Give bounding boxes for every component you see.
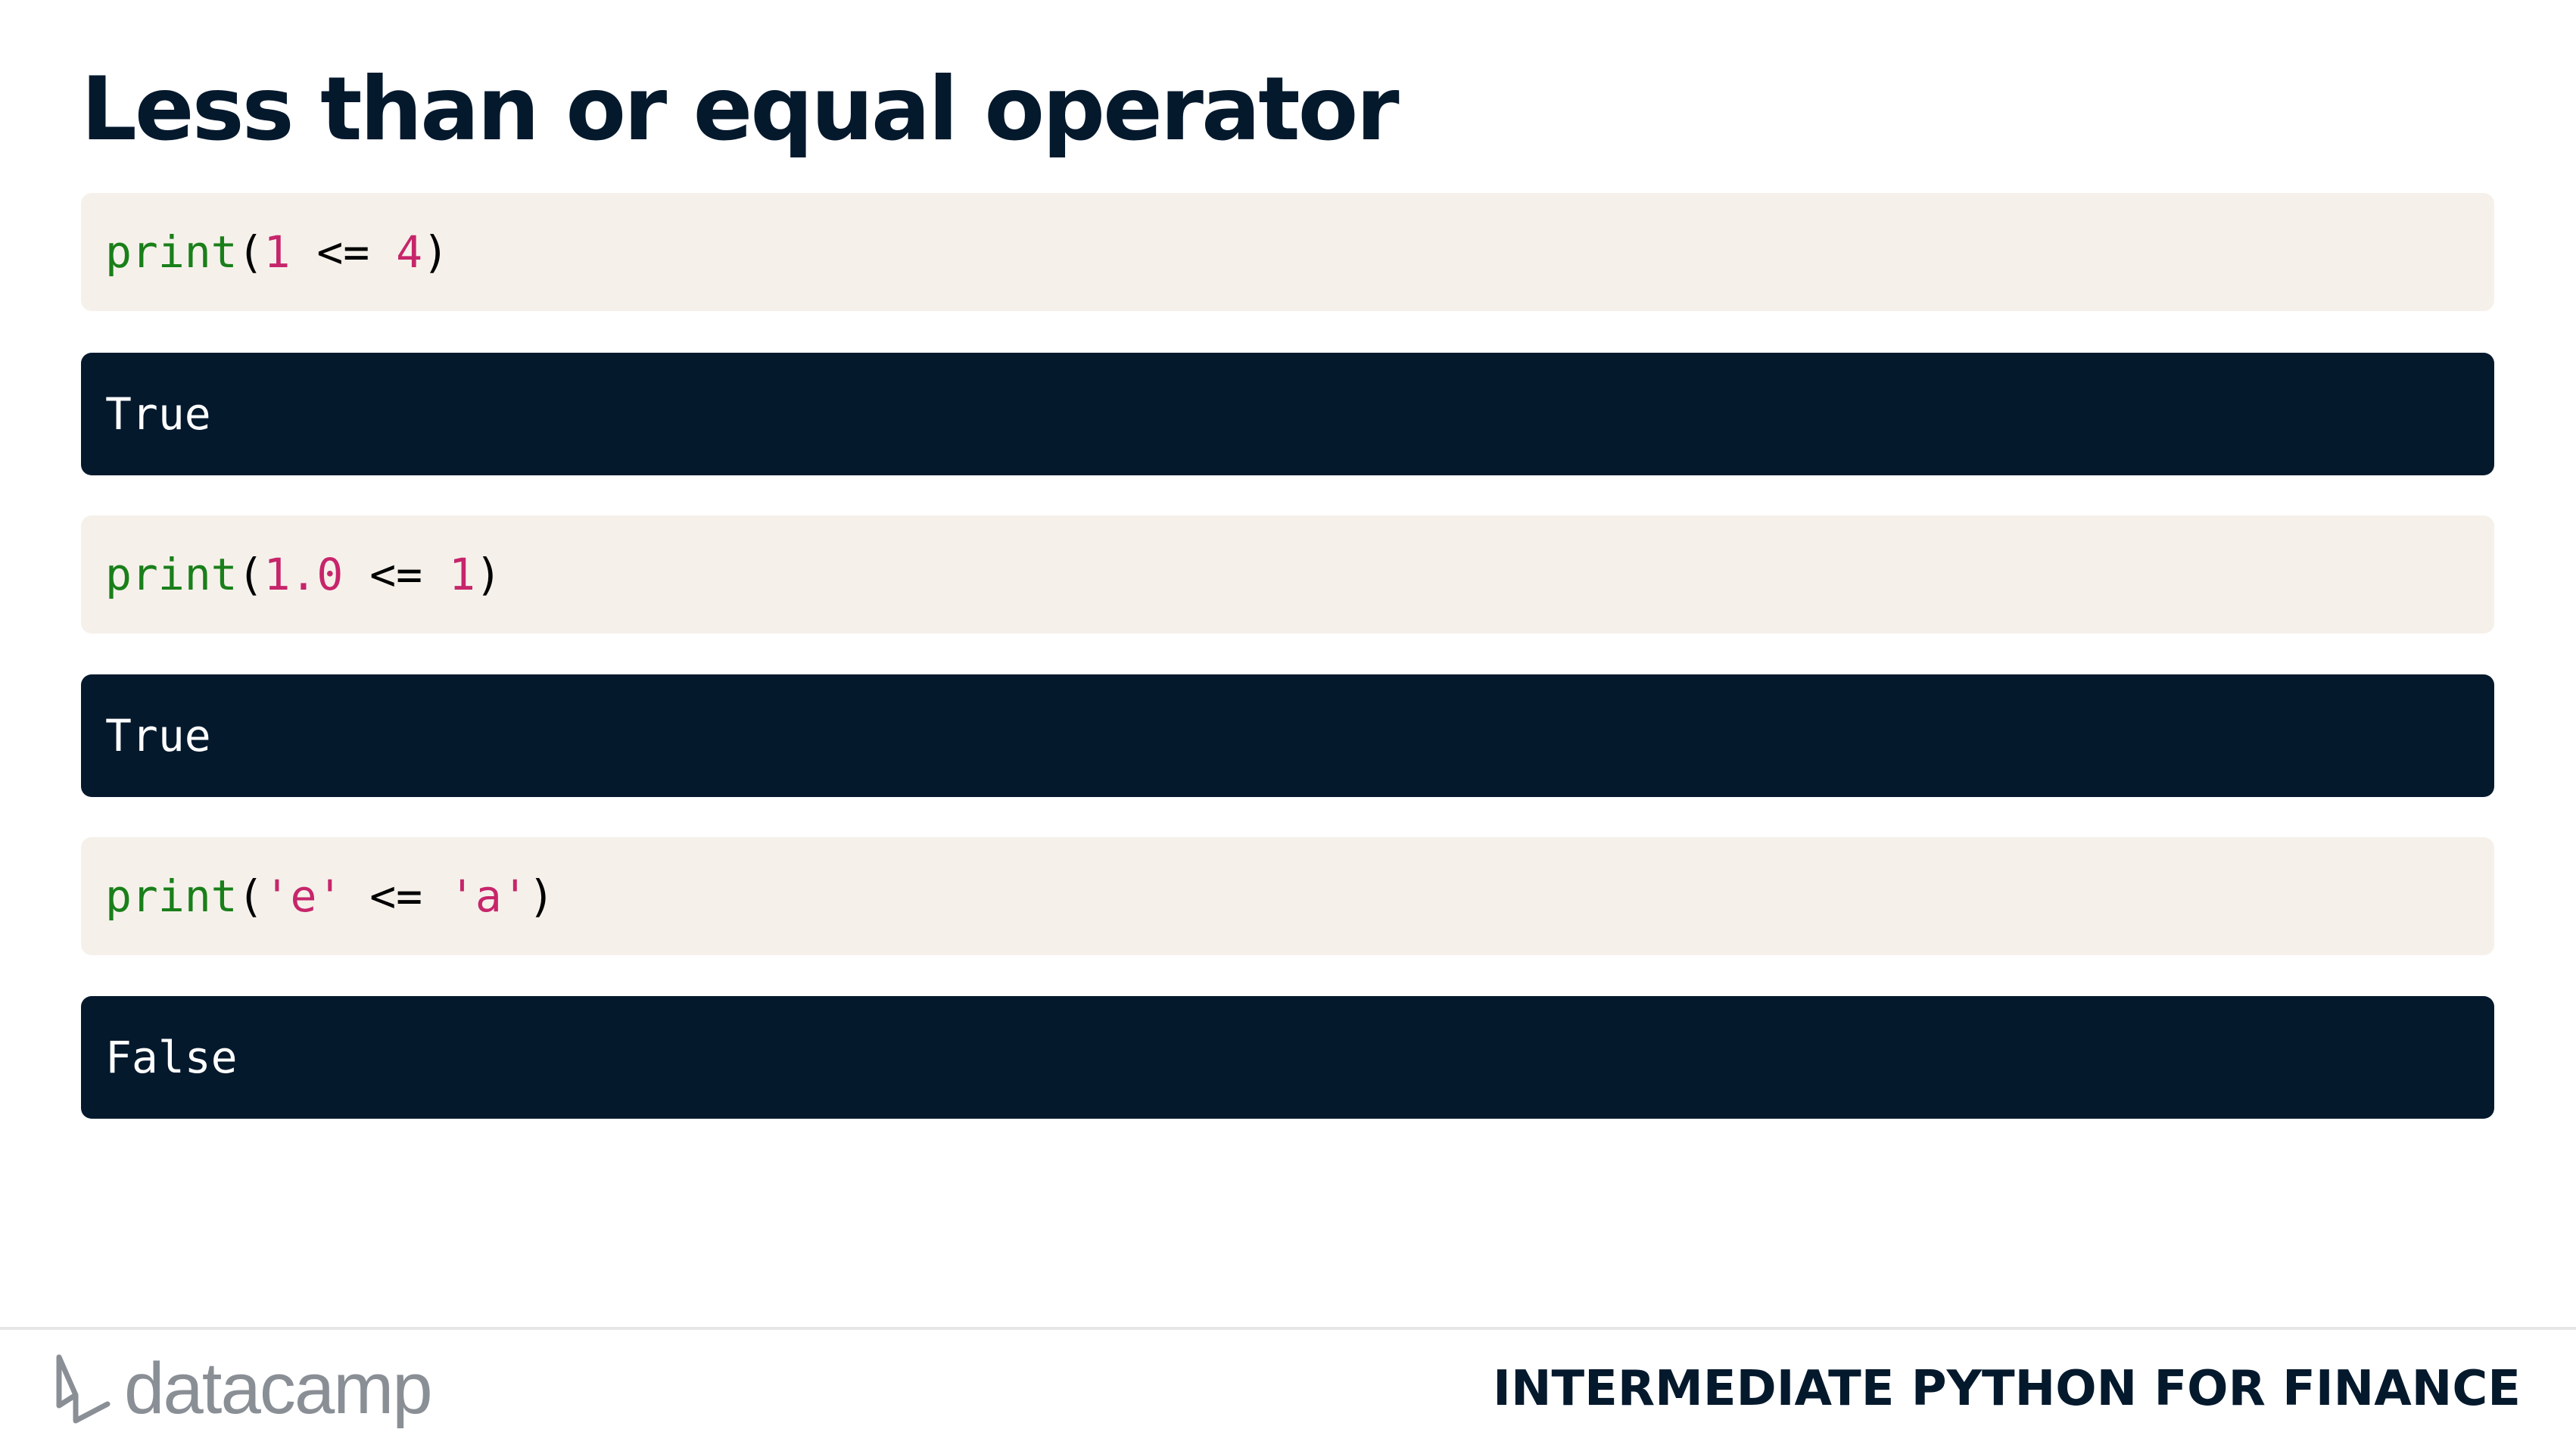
code-paren-open: ( [237, 870, 264, 922]
code-paren-open: ( [237, 226, 264, 278]
output-block: True [81, 674, 2494, 797]
code-paren-close: ) [528, 870, 555, 922]
code-operator: <= [290, 226, 397, 278]
code-block: print(1 <= 4) [81, 193, 2494, 311]
code-operator: <= [343, 549, 449, 600]
code-paren-open: ( [237, 549, 264, 600]
output-text: True [105, 710, 211, 761]
code-left-operand: 'e' [263, 870, 344, 922]
code-block: print('e' <= 'a') [81, 837, 2494, 955]
output-block: True [81, 353, 2494, 475]
code-function: print [105, 226, 238, 278]
code-function: print [105, 870, 238, 922]
code-paren-close: ) [422, 226, 449, 278]
course-title: INTERMEDIATE PYTHON FOR FINANCE [1493, 1361, 2521, 1417]
code-right-operand: 'a' [448, 870, 528, 922]
code-paren-close: ) [475, 549, 502, 600]
output-block: False [81, 996, 2494, 1119]
code-function: print [105, 549, 238, 600]
datacamp-logo: datacamp [53, 1347, 433, 1431]
output-text: True [105, 388, 211, 440]
code-operator: <= [343, 870, 449, 922]
slide-title: Less than or equal operator [81, 58, 1400, 160]
code-left-operand: 1 [263, 226, 291, 278]
code-block: print(1.0 <= 1) [81, 515, 2494, 634]
output-text: False [105, 1032, 238, 1083]
code-left-operand: 1.0 [263, 549, 344, 600]
brand-wordmark: datacamp [124, 1348, 433, 1429]
datacamp-logo-icon [56, 1354, 111, 1424]
code-right-operand: 4 [396, 226, 423, 278]
footer-divider [0, 1327, 2576, 1330]
code-right-operand: 1 [448, 549, 475, 600]
